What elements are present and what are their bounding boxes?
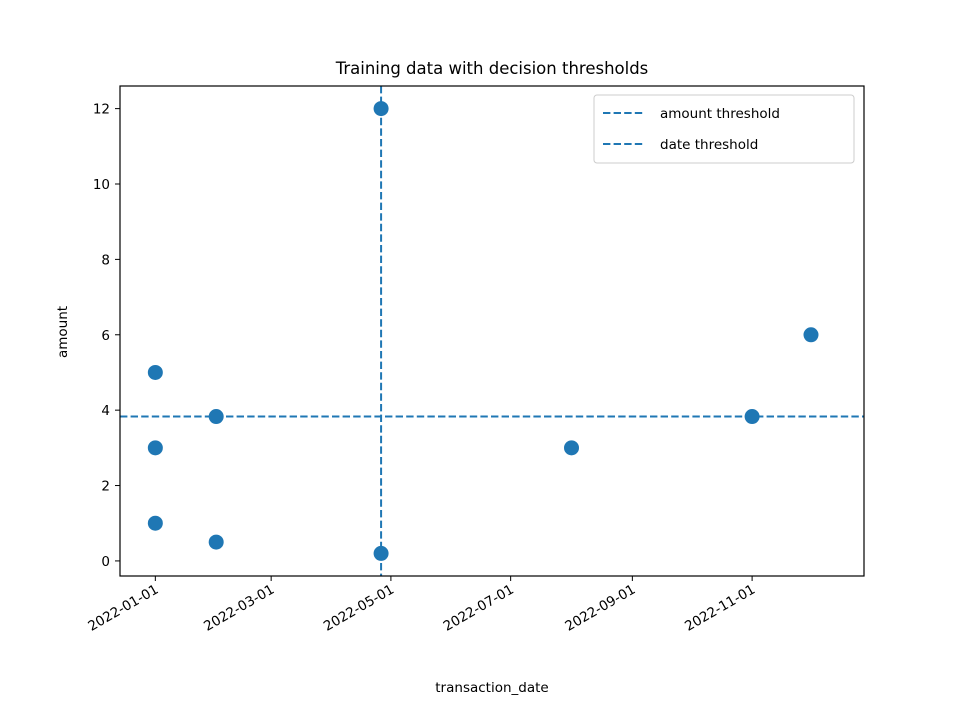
data-point bbox=[208, 534, 224, 550]
y-tick-label: 4 bbox=[101, 403, 110, 419]
legend-entry: date threshold bbox=[660, 137, 758, 153]
y-tick-label: 6 bbox=[101, 328, 110, 344]
data-point bbox=[147, 515, 163, 531]
legend: amount threshold date threshold bbox=[593, 94, 855, 164]
x-axis-label: transaction_date bbox=[435, 680, 548, 696]
y-tick-label: 8 bbox=[101, 252, 110, 268]
legend-box bbox=[593, 94, 855, 164]
data-point bbox=[373, 545, 389, 561]
y-axis-label: amount bbox=[55, 306, 71, 358]
y-tick-label: 10 bbox=[93, 177, 110, 193]
y-tick-label: 2 bbox=[101, 479, 110, 495]
data-point bbox=[147, 440, 163, 456]
data-point bbox=[744, 409, 760, 425]
data-point bbox=[373, 101, 389, 117]
chart-title: Training data with decision thresholds bbox=[335, 59, 649, 78]
y-tick-label: 0 bbox=[101, 554, 110, 570]
data-point bbox=[803, 327, 819, 343]
y-tick-label: 12 bbox=[93, 102, 110, 118]
data-point bbox=[564, 440, 580, 456]
plot-frame bbox=[119, 85, 865, 577]
data-point bbox=[147, 364, 163, 380]
legend-entry: amount threshold bbox=[660, 106, 780, 122]
data-point bbox=[208, 409, 224, 425]
